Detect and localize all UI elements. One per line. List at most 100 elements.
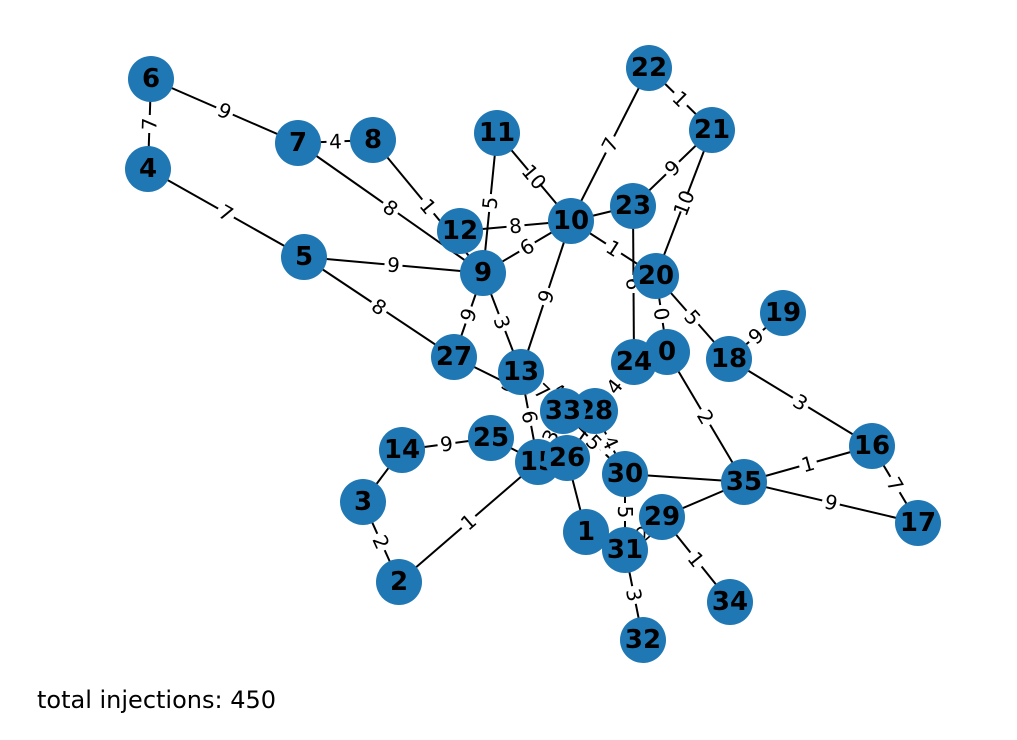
edge-label-bg [453,507,484,537]
node-label: 20 [638,261,674,291]
edge-label-bg [413,191,443,222]
node-14: 14 [379,427,425,473]
node-label: 1 [577,517,595,547]
edge-label-text: 7 [137,117,161,131]
node-4: 4 [125,146,171,192]
edge-label-35-17: 9 [819,488,843,517]
edge-label-bg [454,302,483,328]
node-label: 22 [631,53,667,83]
edge-label-7-8: 4 [326,129,345,154]
node-label: 30 [607,459,643,489]
edge-label-9-27: 9 [454,302,483,328]
node-label: 24 [616,347,652,377]
edge-label-text: 0 [649,306,675,322]
edge-label-18-16: 3 [786,387,815,418]
node-circle [706,336,752,382]
node-circle [849,423,895,469]
node-label: 27 [436,342,472,372]
edge-label-bg [595,429,625,456]
node-label: 33 [545,396,581,426]
node-label: 6 [142,64,160,94]
edge-label-bg [613,503,637,521]
node-circle [639,494,685,540]
node-label: 25 [473,423,509,453]
edge-label-bg [326,129,345,154]
edge-label-15-2: 1 [453,507,484,537]
node-label: 10 [553,206,589,236]
node-31: 31 [602,527,648,573]
node-circle [498,349,544,395]
node-label: 23 [615,191,651,221]
node-18: 18 [706,336,752,382]
node-6: 6 [128,56,174,102]
node-circle [474,110,520,156]
node-circle [128,56,174,102]
node-label: 29 [644,502,680,532]
edge-label-text: 5 [477,195,502,210]
node-circle [626,45,672,91]
edge-label-bg [487,309,517,336]
edge-label-text: 6 [517,409,543,426]
node-label: 7 [289,128,307,158]
edge-label-bg [669,190,699,216]
node-circle [544,435,590,481]
edge-label-11-9: 5 [477,192,503,214]
node-circle [125,146,171,192]
node-label: 2 [390,567,408,597]
edge-label-0-35: 2 [690,403,721,431]
edge-label-bg [796,450,820,478]
edge-label-9-13: 3 [487,309,517,336]
node-label: 9 [474,258,492,288]
edge-label-bg [513,232,541,262]
node-circle [572,388,618,434]
edge-label-bg [527,376,557,407]
edge-label-bg [665,84,696,114]
edge-label-10-22: 7 [595,131,625,158]
edge-label-20-18: 5 [677,302,708,333]
node-circle [633,253,679,299]
node-circle [468,415,514,461]
node-34: 34 [707,579,753,625]
edge-label-30-31: 5 [613,503,637,521]
node-circle [431,334,477,380]
node-label: 21 [694,115,730,145]
edge-label-text: 8 [508,213,523,238]
edge-label-text: 1 [799,451,818,478]
node-label: 12 [442,216,478,246]
edge-label-text: 9 [822,489,840,515]
node-circle [275,120,321,166]
edge-label-bg [880,470,910,499]
node-16: 16 [849,423,895,469]
node-circle [760,290,806,336]
node-13: 13 [498,349,544,395]
node-11: 11 [474,110,520,156]
node-25: 25 [468,415,514,461]
node-circle [602,451,648,497]
edge-label-bg [435,430,458,458]
node-21: 21 [689,107,735,153]
edge-label-text: 4 [329,129,343,153]
node-17: 17 [895,500,941,546]
node-9: 9 [460,250,506,296]
edge-label-bg [599,233,628,264]
node-label: 13 [503,357,539,387]
edge-label-16-17: 7 [880,470,910,499]
edge-label-bg [376,193,405,223]
node-circle [540,388,586,434]
node-label: 16 [854,431,890,461]
node-7: 7 [275,120,321,166]
node-circle [437,208,483,254]
node-12: 12 [437,208,483,254]
node-35: 35 [721,459,767,505]
node-circle [281,234,327,280]
node-circle [707,579,753,625]
node-circle [689,107,735,153]
edge-label-text: 10 [668,187,700,219]
edge-label-bg [516,405,543,429]
node-circle [379,427,425,473]
node-30: 30 [602,451,648,497]
edge-label-13-15: 6 [516,405,543,429]
edge-label-8-9: 1 [413,191,443,222]
edge-label-bg [677,302,708,333]
edge-label-bg [477,192,503,214]
